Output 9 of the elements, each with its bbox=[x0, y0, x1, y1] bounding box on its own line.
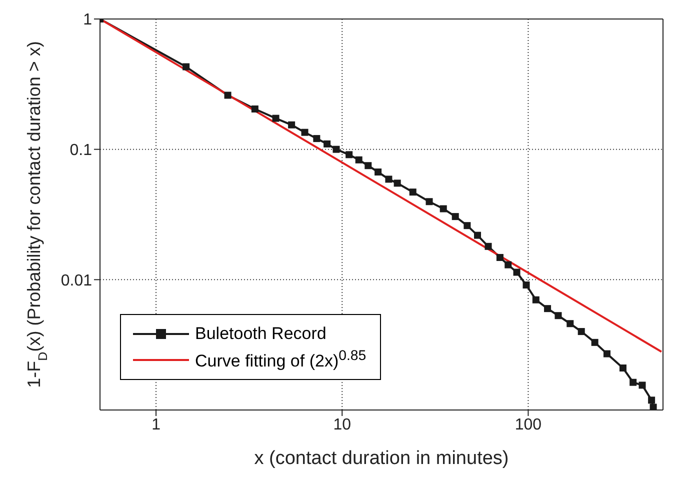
x-tick-label: 1 bbox=[152, 416, 161, 434]
x-tick-label: 100 bbox=[514, 416, 542, 434]
legend-label: Curve fitting of (2x)$^{0.85}$ bbox=[195, 348, 366, 372]
y-tick-label: 1 bbox=[83, 12, 92, 29]
x-tick-label: 10 bbox=[333, 416, 352, 434]
y-tick-label: 0.01 bbox=[60, 272, 92, 290]
y-tick-label: 0.1 bbox=[70, 142, 92, 160]
legend-label: Buletooth Record bbox=[195, 324, 326, 344]
x-axis-title: x (contact duration in minutes) bbox=[254, 448, 509, 469]
